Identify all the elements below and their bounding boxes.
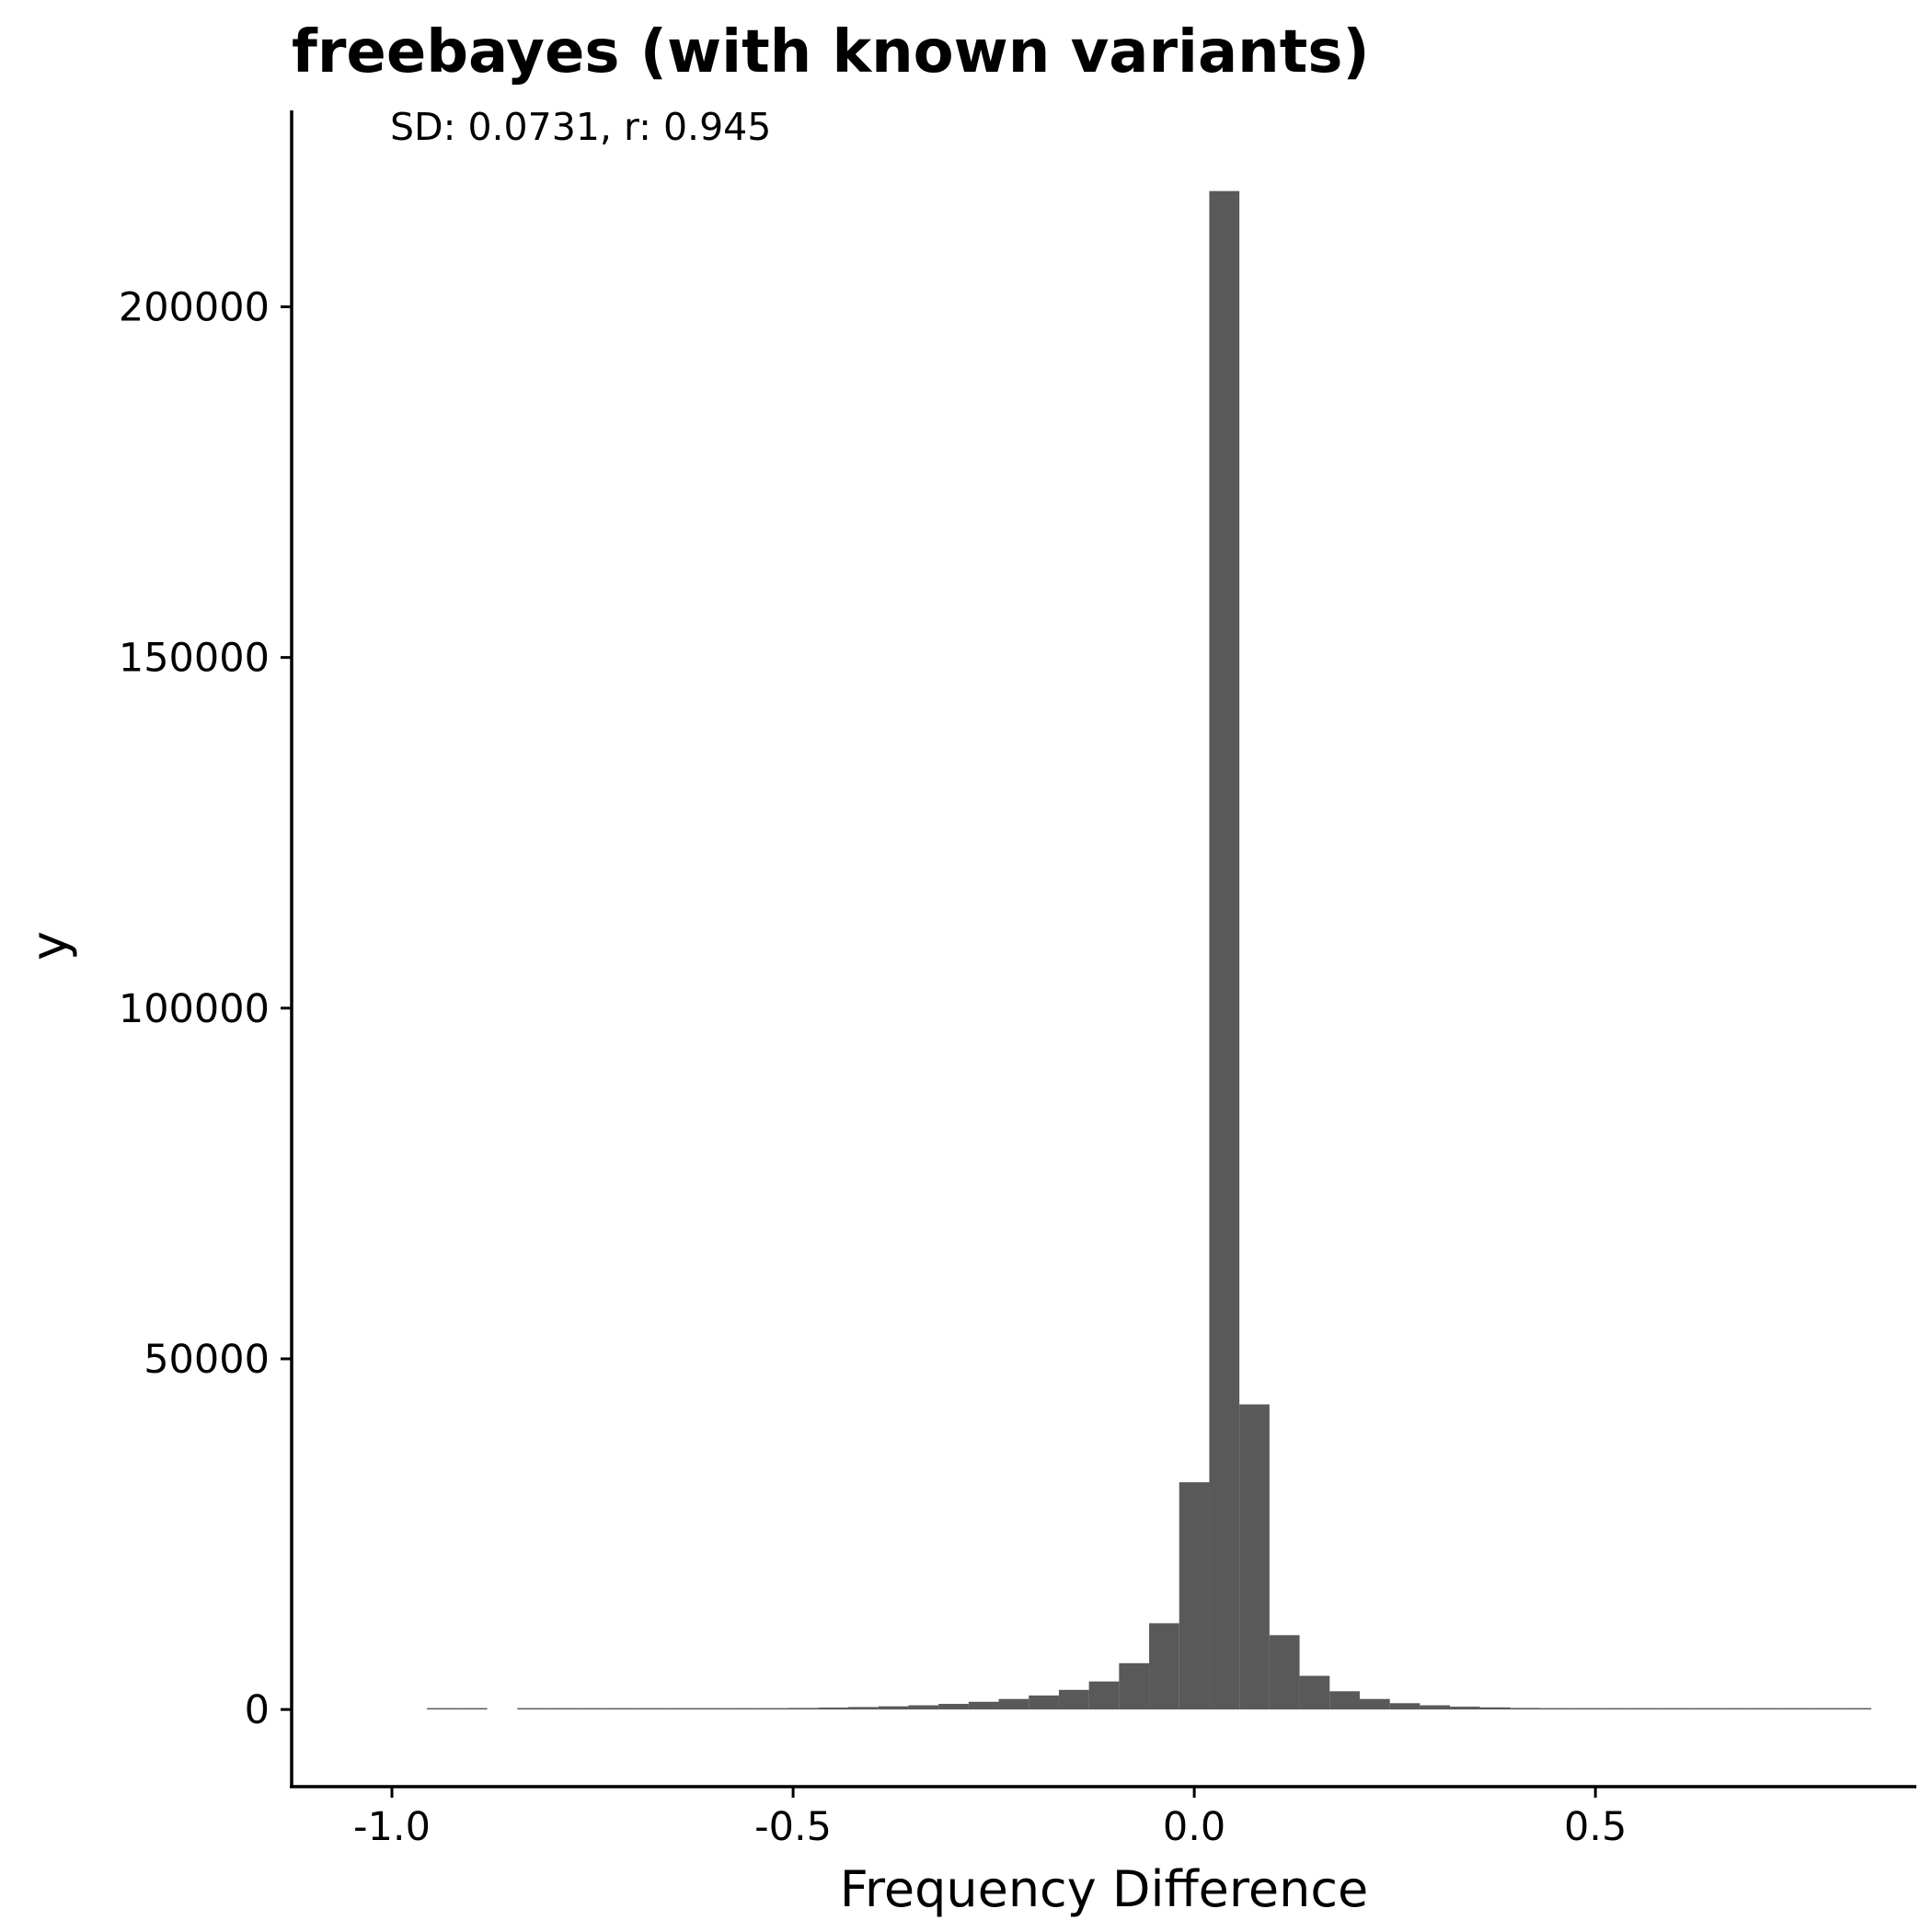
histogram-bar (788, 1708, 819, 1710)
chart-title: freebayes (with known variants) (292, 18, 1370, 86)
histogram-bar (1209, 190, 1240, 1710)
histogram-bar (818, 1708, 849, 1710)
histogram-bar (1179, 1482, 1210, 1710)
histogram-bar (998, 1698, 1029, 1710)
histogram-bar (1720, 1708, 1752, 1710)
histogram-bar (848, 1707, 879, 1710)
y-tick-label: 0 (245, 1687, 270, 1733)
histogram-bar (577, 1708, 608, 1710)
histogram-bar (1540, 1708, 1570, 1710)
histogram-bar (1780, 1708, 1811, 1710)
histogram-bar (1269, 1635, 1300, 1710)
x-tick-label: 0.0 (1163, 1804, 1225, 1850)
histogram-bar (638, 1708, 668, 1710)
histogram-bar (1841, 1708, 1871, 1710)
histogram-bar (1690, 1708, 1721, 1710)
histogram-bar (1479, 1707, 1511, 1710)
histogram-bar (1661, 1708, 1691, 1710)
histogram-bar (908, 1705, 939, 1710)
histogram-bar (1630, 1708, 1662, 1710)
histogram-bar (517, 1708, 547, 1710)
histogram-bar (938, 1704, 969, 1710)
x-tick-label: -1.0 (353, 1804, 431, 1850)
y-axis-title: y (20, 931, 78, 960)
histogram-bar (456, 1708, 488, 1710)
histogram-bar (1450, 1707, 1480, 1710)
histogram-bars (427, 190, 1871, 1710)
histogram-bar (1359, 1698, 1390, 1710)
histogram-bar (697, 1708, 729, 1710)
stats-annotation: SD: 0.0731, r: 0.945 (390, 105, 771, 149)
x-axis-title: Frequency Difference (840, 1860, 1369, 1918)
histogram-bar (878, 1706, 909, 1710)
histogram-bar (1239, 1404, 1270, 1710)
histogram-bar (546, 1708, 578, 1710)
histogram-bar (1389, 1703, 1420, 1710)
x-tick-label: -0.5 (754, 1804, 832, 1850)
x-tick-label: 0.5 (1564, 1804, 1627, 1850)
histogram-bar (757, 1708, 788, 1710)
y-tick-label: 100000 (119, 986, 270, 1032)
y-tick-label: 150000 (119, 636, 270, 682)
histogram-bar (1058, 1689, 1089, 1710)
histogram-bar (427, 1708, 457, 1710)
histogram-bar (1751, 1708, 1781, 1710)
histogram-bar (1088, 1681, 1120, 1710)
histogram-bar (667, 1708, 698, 1710)
histogram-bar (1119, 1662, 1150, 1710)
x-axis-ticks: -1.0 -0.5 0.0 0.5 (353, 1787, 1627, 1850)
histogram-bar (1329, 1691, 1360, 1710)
y-tick-label: 200000 (119, 284, 270, 330)
histogram-bar (1029, 1695, 1059, 1710)
y-axis-ticks: 0 50000 100000 150000 200000 (119, 284, 292, 1733)
histogram-bar (1420, 1705, 1451, 1710)
histogram-bar (968, 1701, 999, 1710)
histogram-bar (1570, 1708, 1601, 1710)
histogram-bar (728, 1708, 758, 1710)
histogram-bar (1811, 1708, 1842, 1710)
histogram-bar (1600, 1708, 1631, 1710)
histogram-bar (1149, 1623, 1179, 1710)
histogram-bar (1510, 1708, 1541, 1710)
histogram-bar (1299, 1675, 1330, 1710)
histogram-bar (607, 1708, 638, 1710)
y-tick-label: 50000 (144, 1337, 270, 1383)
